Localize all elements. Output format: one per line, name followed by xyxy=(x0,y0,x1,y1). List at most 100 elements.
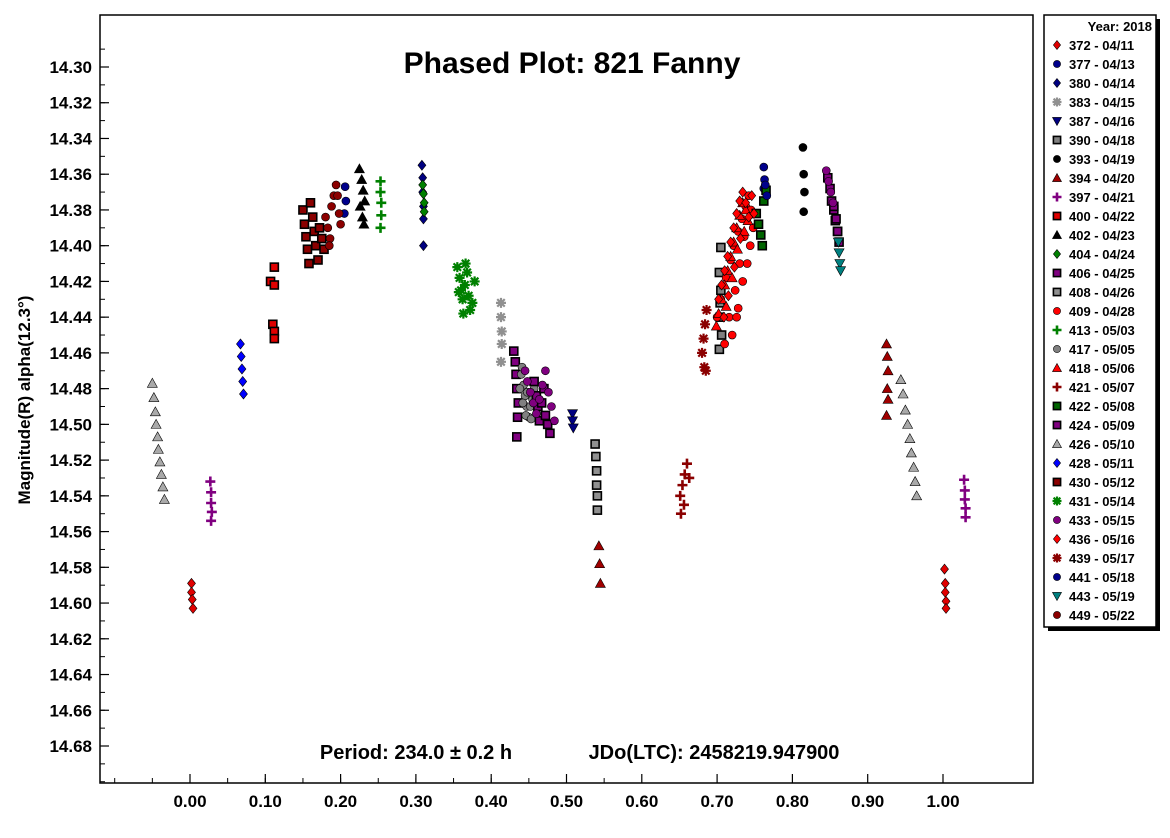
data-point xyxy=(899,404,911,415)
legend-marker xyxy=(1052,325,1062,335)
data-point xyxy=(512,412,523,423)
data-point xyxy=(881,383,893,393)
epoch-label: JDo(LTC): 2458219.947900 xyxy=(589,742,840,764)
legend-marker xyxy=(1053,458,1061,468)
legend-entry-label: 387 - 04/16 xyxy=(1069,114,1135,129)
data-point xyxy=(959,494,970,505)
data-point xyxy=(547,402,556,411)
data-point xyxy=(269,280,280,290)
data-point xyxy=(152,431,164,442)
data-point xyxy=(375,187,386,198)
data-point xyxy=(459,279,470,290)
data-point xyxy=(759,162,769,172)
data-point xyxy=(540,410,551,421)
data-point xyxy=(353,163,365,174)
data-point xyxy=(959,485,970,496)
legend-marker xyxy=(1052,211,1062,221)
data-point xyxy=(510,357,521,367)
data-point xyxy=(206,487,217,498)
data-point xyxy=(314,223,325,233)
data-point xyxy=(358,218,370,229)
legend-marker xyxy=(1053,516,1061,524)
data-point xyxy=(460,258,471,269)
series-25 xyxy=(520,166,838,426)
legend-entry-label: 393 - 04/19 xyxy=(1069,152,1135,167)
data-point xyxy=(881,338,893,349)
series-3 xyxy=(495,297,507,367)
data-point xyxy=(904,433,916,443)
legend-entry-label: 424 - 05/09 xyxy=(1069,418,1135,433)
data-point xyxy=(881,409,893,420)
data-point xyxy=(526,387,535,397)
legend-marker xyxy=(1051,362,1063,372)
data-point xyxy=(724,290,733,302)
legend-marker xyxy=(1053,40,1061,50)
data-point xyxy=(959,474,970,485)
data-points xyxy=(146,143,971,614)
data-point xyxy=(157,481,169,492)
data-point xyxy=(760,180,770,190)
data-point xyxy=(828,198,838,208)
series-27 xyxy=(697,305,712,376)
y-tick-label: 14.68 xyxy=(49,737,92,756)
x-tick-label: 0.10 xyxy=(249,792,282,811)
y-tick-label: 14.54 xyxy=(49,487,92,506)
data-point xyxy=(697,347,708,358)
data-point xyxy=(681,458,692,469)
y-axis: 14.30 14.32 14.34 14.36 14.38 14.40 14.42 14.44… xyxy=(49,48,109,783)
x-tick-label: 0.60 xyxy=(625,792,658,811)
data-point xyxy=(518,398,528,408)
data-point xyxy=(895,374,907,384)
data-point xyxy=(327,202,336,211)
data-point xyxy=(717,279,727,291)
data-point xyxy=(149,406,161,417)
data-point xyxy=(307,212,318,222)
legend-marker xyxy=(1052,553,1062,563)
series-23 xyxy=(298,198,329,269)
legend-marker xyxy=(1052,135,1062,145)
series-15 xyxy=(375,176,387,233)
legend-title: Year: 2018 xyxy=(1088,19,1152,34)
data-point xyxy=(375,222,386,233)
legend-marker xyxy=(1052,192,1062,202)
data-point xyxy=(313,255,323,265)
data-point xyxy=(831,214,841,224)
data-point xyxy=(538,380,547,390)
data-point xyxy=(882,365,894,376)
data-point xyxy=(902,418,914,429)
legend-entry-label: 430 - 05/12 xyxy=(1069,475,1135,490)
legend-entry-label: 426 - 05/10 xyxy=(1069,437,1135,452)
data-point xyxy=(736,233,745,245)
data-point xyxy=(419,213,428,225)
data-point xyxy=(299,219,310,230)
data-point xyxy=(238,376,248,387)
legend-entry-label: 380 - 04/14 xyxy=(1069,76,1136,91)
legend-marker xyxy=(1052,382,1062,392)
x-tick-label: 0.20 xyxy=(324,792,357,811)
legend-entry-label: 441 - 05/18 xyxy=(1069,570,1135,585)
data-point xyxy=(749,208,759,220)
series-28 xyxy=(760,180,772,200)
data-point xyxy=(675,490,686,501)
data-point xyxy=(800,187,809,197)
legend-entry-label: 422 - 05/08 xyxy=(1069,399,1135,414)
data-point xyxy=(155,468,167,479)
data-point xyxy=(301,231,311,242)
y-tick-label: 14.42 xyxy=(49,272,92,291)
data-point xyxy=(205,476,216,487)
data-point xyxy=(730,261,739,273)
y-tick-label: 14.60 xyxy=(49,594,92,613)
data-point xyxy=(732,312,741,322)
data-point xyxy=(960,512,971,523)
legend-entry-label: 409 - 04/28 xyxy=(1069,304,1135,319)
legend-marker xyxy=(1052,287,1062,297)
data-point xyxy=(591,451,601,462)
series-22 xyxy=(236,338,248,400)
data-point xyxy=(356,211,368,222)
data-point xyxy=(941,602,951,614)
data-point xyxy=(542,419,553,430)
data-point xyxy=(960,503,971,514)
legend-entry-label: 417 - 05/05 xyxy=(1069,342,1135,357)
data-point xyxy=(753,219,764,230)
data-point xyxy=(700,365,711,376)
